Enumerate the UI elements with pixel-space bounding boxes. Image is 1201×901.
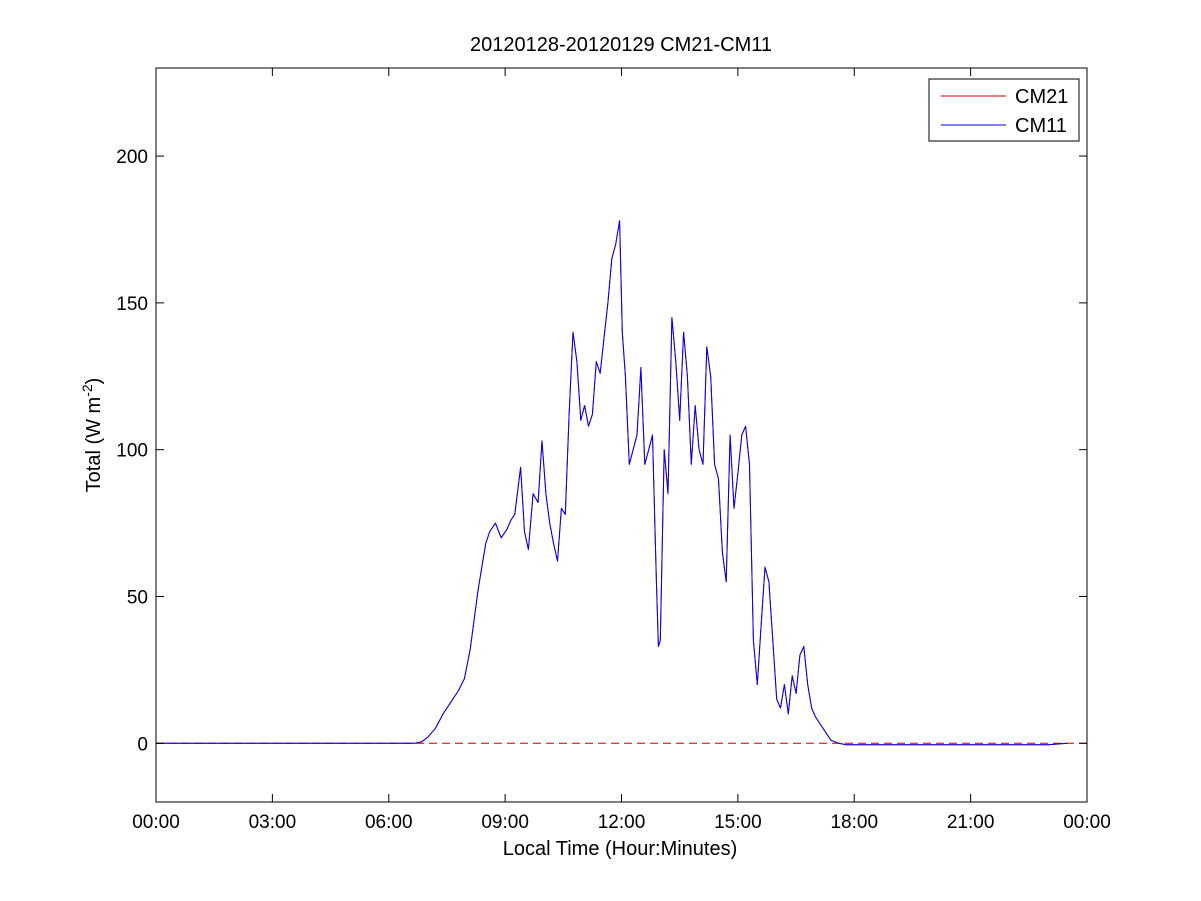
y-axis-label-sup: -2 <box>79 384 95 397</box>
y-axis-label-close: ) <box>83 378 105 385</box>
chart-title: 20120128-20120129 CM21-CM11 <box>470 34 772 56</box>
series-line-cm11 <box>156 220 1068 746</box>
y-axis-label: Total (W m-2) <box>79 378 105 493</box>
legend-label-cm11: CM11 <box>1015 115 1067 137</box>
legend: CM21 CM11 <box>928 78 1080 142</box>
x-tick-label-2: 06:00 <box>365 812 413 833</box>
x-tick-label-1: 03:00 <box>249 812 297 833</box>
y-axis-label-main: Total (W m <box>83 397 105 493</box>
legend-box <box>928 78 1080 142</box>
x-tick-label-0: 00:00 <box>132 812 180 833</box>
y-tick-label-2: 100 <box>116 441 148 462</box>
y-tick-label-4: 200 <box>116 147 148 168</box>
x-tick-label-4: 12:00 <box>598 812 646 833</box>
y-tick-label-0: 0 <box>137 734 148 755</box>
plot-area <box>155 67 1088 803</box>
y-tick-label-1: 50 <box>127 587 148 608</box>
x-tick-label-7: 21:00 <box>947 812 995 833</box>
legend-label-cm21: CM21 <box>1015 86 1068 108</box>
x-tick-label-5: 15:00 <box>714 812 762 833</box>
y-tick-label-3: 150 <box>116 294 148 315</box>
x-tick-label-3: 09:00 <box>481 812 529 833</box>
x-tick-label-8: 00:00 <box>1063 812 1111 833</box>
x-tick-label-6: 18:00 <box>830 812 878 833</box>
x-axis-label: Local Time (Hour:Minutes) <box>503 838 738 860</box>
